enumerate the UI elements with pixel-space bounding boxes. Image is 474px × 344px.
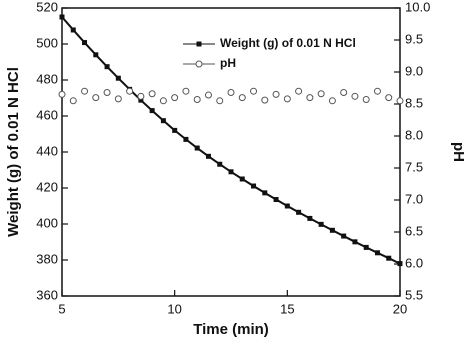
point bbox=[284, 203, 290, 209]
point bbox=[227, 88, 235, 96]
series-line bbox=[61, 16, 401, 265]
y-tick-label: 420 bbox=[36, 179, 58, 194]
point bbox=[204, 91, 212, 99]
point bbox=[59, 14, 65, 20]
point bbox=[296, 209, 302, 215]
point bbox=[329, 227, 335, 233]
y-tick-label: 480 bbox=[36, 71, 58, 86]
point bbox=[273, 197, 279, 203]
point bbox=[306, 94, 314, 102]
point bbox=[138, 97, 144, 103]
point bbox=[396, 97, 404, 105]
point bbox=[272, 90, 280, 98]
point bbox=[217, 161, 223, 167]
x-tick-label: 15 bbox=[280, 301, 294, 316]
point bbox=[183, 136, 189, 142]
point bbox=[363, 244, 369, 250]
y-tick-label: 500 bbox=[36, 35, 58, 50]
y-tick-label: 440 bbox=[36, 143, 58, 158]
point bbox=[352, 239, 358, 245]
point bbox=[318, 221, 324, 227]
plot-frame bbox=[61, 7, 401, 297]
point bbox=[386, 255, 392, 261]
point bbox=[397, 261, 403, 267]
y-tick-label: 400 bbox=[36, 215, 58, 230]
point bbox=[103, 88, 111, 96]
y2-axis-label: pH bbox=[450, 142, 467, 162]
legend-marker bbox=[196, 41, 202, 47]
y2-tick-label: 8.0 bbox=[405, 127, 423, 142]
x-tick-label: 5 bbox=[58, 301, 65, 316]
point bbox=[228, 169, 234, 175]
point bbox=[126, 87, 134, 95]
point bbox=[148, 90, 156, 98]
legend-label: pH bbox=[220, 56, 236, 70]
y2-tick-label: 10.0 bbox=[405, 0, 430, 14]
y2-tick-label: 7.5 bbox=[405, 159, 423, 174]
point bbox=[283, 95, 291, 103]
point bbox=[251, 183, 257, 189]
point bbox=[340, 88, 348, 96]
x-tick-label: 20 bbox=[393, 301, 407, 316]
point bbox=[250, 87, 258, 95]
y2-tick-label: 8.5 bbox=[405, 95, 423, 110]
point bbox=[328, 97, 336, 105]
point bbox=[216, 97, 224, 105]
point bbox=[307, 215, 313, 221]
point bbox=[385, 94, 393, 102]
point bbox=[81, 87, 89, 95]
point bbox=[341, 233, 347, 239]
point bbox=[92, 94, 100, 102]
legend-marker bbox=[195, 60, 203, 68]
point bbox=[362, 96, 370, 104]
point bbox=[239, 176, 245, 182]
point bbox=[193, 96, 201, 104]
y-tick-label: 520 bbox=[36, 0, 58, 14]
point bbox=[149, 108, 155, 114]
legend-label: Weight (g) of 0.01 N HCl bbox=[220, 36, 356, 50]
point bbox=[82, 40, 88, 46]
point bbox=[373, 87, 381, 95]
point bbox=[172, 127, 178, 133]
y-tick-label: 360 bbox=[36, 287, 58, 302]
point bbox=[114, 95, 122, 103]
y2-tick-label: 9.0 bbox=[405, 63, 423, 78]
x-tick-label: 10 bbox=[167, 301, 181, 316]
point bbox=[69, 97, 77, 105]
point bbox=[238, 94, 246, 102]
point bbox=[262, 190, 268, 196]
y-tick-label: 460 bbox=[36, 107, 58, 122]
point bbox=[160, 118, 166, 124]
point bbox=[159, 97, 167, 105]
point bbox=[374, 250, 380, 256]
point bbox=[104, 64, 110, 70]
point bbox=[93, 52, 99, 58]
point bbox=[137, 92, 145, 100]
point bbox=[205, 153, 211, 159]
point bbox=[261, 96, 269, 104]
point bbox=[351, 92, 359, 100]
y2-tick-label: 6.0 bbox=[405, 255, 423, 270]
y2-tick-label: 7.0 bbox=[405, 191, 423, 206]
y2-tick-label: 9.5 bbox=[405, 31, 423, 46]
y2-tick-label: 6.5 bbox=[405, 223, 423, 238]
x-axis-label: Time (min) bbox=[193, 321, 269, 338]
point bbox=[115, 75, 121, 81]
y2-tick-label: 5.5 bbox=[405, 287, 423, 302]
point bbox=[70, 27, 76, 33]
y-tick-label: 380 bbox=[36, 251, 58, 266]
point bbox=[194, 145, 200, 151]
point bbox=[317, 90, 325, 98]
point bbox=[58, 90, 66, 98]
y-axis-label: Weight (g) of 0.01 N HCl bbox=[5, 67, 22, 237]
point bbox=[182, 87, 190, 95]
point bbox=[171, 94, 179, 102]
point bbox=[295, 87, 303, 95]
